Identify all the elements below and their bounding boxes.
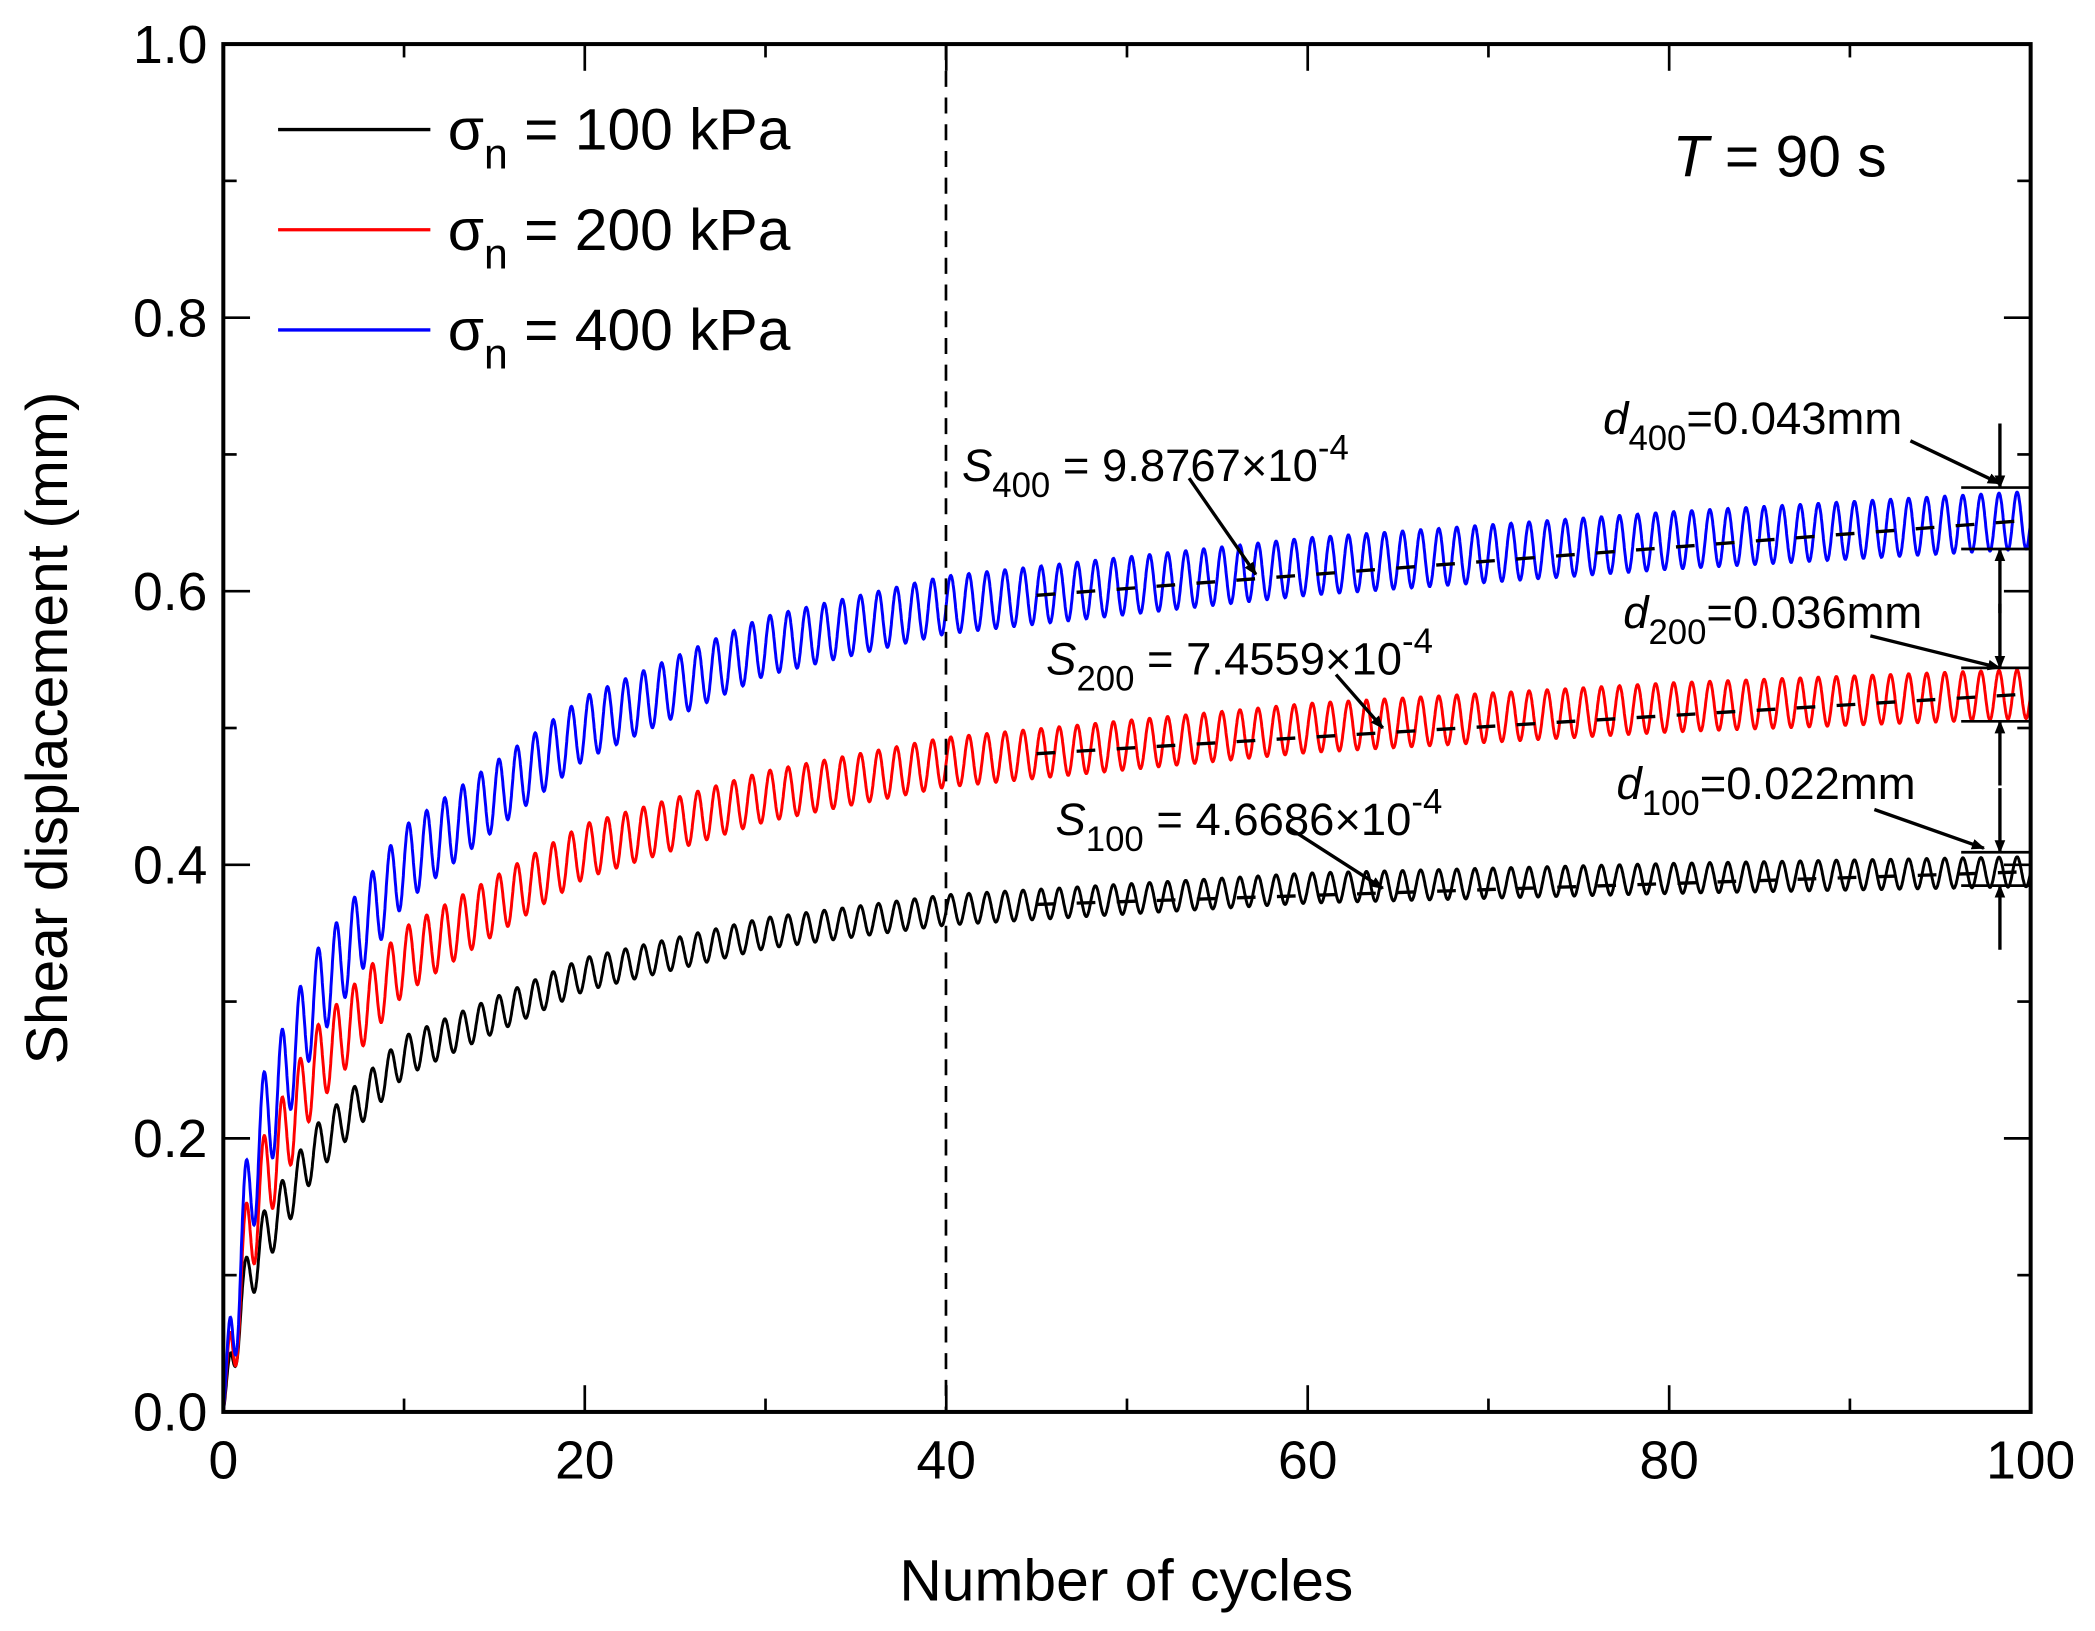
x-tick-label: 0 [208, 1432, 238, 1491]
fit-line-100 [1036, 869, 2031, 907]
amplitude-arrow [1909, 439, 2002, 486]
x-tick-label: 100 [1986, 1432, 2075, 1491]
slope-arrow [1187, 477, 1258, 576]
x-axis-label: Number of cycles [899, 1548, 1353, 1613]
fit-line-200 [1036, 692, 2031, 756]
legend-label: σn = 400 kPa [448, 298, 791, 379]
fit-line-400 [1036, 518, 2031, 597]
slope-arrow [1288, 826, 1384, 890]
series-line-n [221, 855, 2033, 1413]
series-line-n [221, 490, 2033, 1413]
y-tick-label: 0.8 [133, 289, 207, 348]
x-tick-label: 40 [917, 1432, 976, 1491]
condition-label: T = 90 s [1673, 124, 1887, 189]
slope-annotation-n: S400 = 9.8767×10-4 [962, 430, 1349, 505]
y-axis-label: Shear displacement (mm) [15, 392, 80, 1065]
x-tick-label: 60 [1278, 1432, 1337, 1491]
series-line-n [221, 668, 2033, 1413]
y-tick-label: 1.0 [133, 16, 207, 75]
amplitude-annotation-n: d200=0.036mm [1623, 587, 1922, 652]
y-tick-label: 0.4 [133, 836, 207, 895]
amplitude-annotation-n: d100=0.022mm [1617, 758, 1916, 823]
y-tick-label: 0.6 [133, 563, 207, 622]
legend-label: σn = 100 kPa [448, 98, 791, 179]
legend-label: σn = 200 kPa [448, 198, 791, 279]
slope-annotation-n: S100 = 4.6686×10-4 [1056, 783, 1443, 858]
slope-arrow [1334, 673, 1385, 730]
x-tick-label: 20 [555, 1432, 614, 1491]
amplitude-annotation-n: d400=0.043mm [1603, 393, 1902, 458]
legend: σn = 100 kPa σn = 200 kPa σn = 400 kPa [278, 98, 791, 379]
slope-annotation-n: S200 = 7.4559×10-4 [1046, 623, 1433, 698]
y-tick-label: 0.0 [133, 1384, 207, 1443]
amplitude-arrow [1869, 634, 2002, 671]
x-tick-label: 80 [1639, 1432, 1698, 1491]
y-tick-label: 0.2 [133, 1110, 207, 1169]
amplitude-arrow [1873, 807, 1986, 850]
